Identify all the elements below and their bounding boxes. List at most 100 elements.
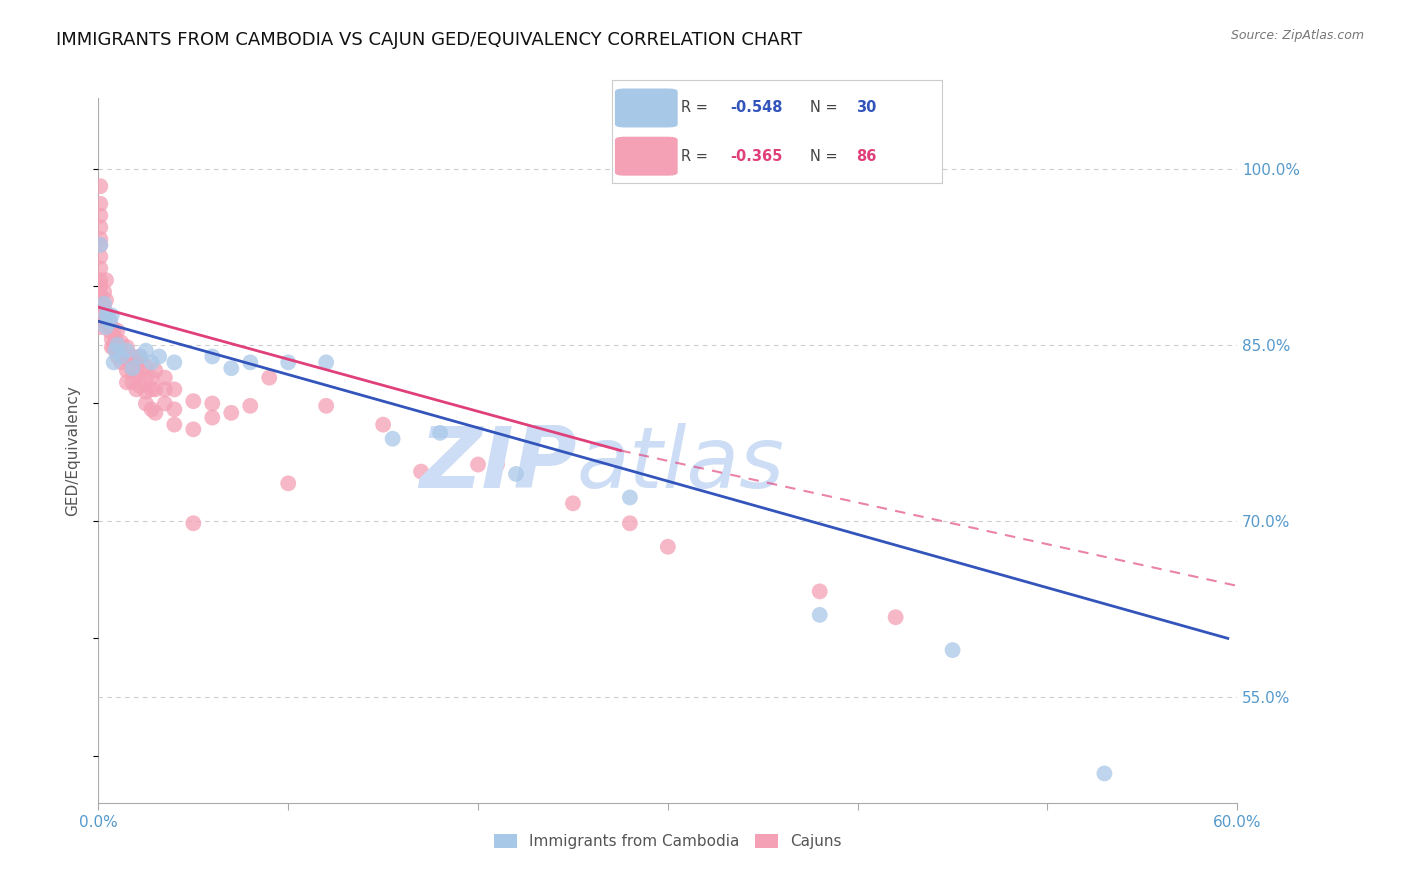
Point: [277, 355, 299, 369]
Point: [163, 417, 186, 432]
Point: [505, 467, 527, 481]
Point: [94, 320, 117, 334]
Point: [884, 610, 907, 624]
Point: [141, 402, 163, 417]
Text: 86: 86: [856, 149, 876, 164]
Legend: Immigrants from Cambodia, Cajuns: Immigrants from Cambodia, Cajuns: [488, 828, 848, 855]
Text: -0.365: -0.365: [731, 149, 783, 164]
Point: [89, 209, 111, 223]
Point: [89, 273, 111, 287]
Point: [411, 465, 433, 479]
Text: N =: N =: [810, 149, 842, 164]
Point: [94, 293, 117, 307]
Point: [486, 458, 509, 472]
Point: [97, 309, 120, 323]
Point: [381, 432, 404, 446]
Point: [129, 379, 152, 393]
Point: [89, 288, 111, 302]
Point: [94, 309, 117, 323]
Point: [201, 396, 224, 410]
Point: [89, 320, 111, 334]
Point: [121, 363, 143, 377]
Point: [148, 350, 170, 364]
Point: [115, 343, 138, 358]
Point: [110, 355, 132, 369]
Point: [121, 376, 143, 390]
Point: [115, 363, 138, 377]
Point: [153, 396, 176, 410]
Point: [103, 355, 125, 369]
Point: [201, 350, 224, 364]
Point: [942, 643, 965, 657]
Point: [98, 314, 121, 328]
Point: [1094, 766, 1116, 780]
Point: [145, 406, 167, 420]
Point: [100, 332, 122, 346]
Point: [98, 314, 121, 328]
Point: [100, 340, 122, 354]
Point: [125, 367, 148, 381]
Point: [89, 232, 111, 246]
Point: [141, 370, 163, 384]
Point: [277, 476, 299, 491]
Point: [91, 302, 114, 317]
Point: [93, 309, 115, 323]
Point: [129, 350, 152, 364]
Point: [153, 383, 176, 397]
Point: [135, 373, 157, 387]
Point: [104, 332, 127, 346]
Point: [135, 396, 157, 410]
Point: [135, 343, 157, 358]
Point: [808, 584, 831, 599]
Point: [239, 355, 262, 369]
Text: N =: N =: [810, 101, 842, 115]
Point: [89, 238, 111, 252]
Point: [121, 350, 143, 364]
Point: [107, 338, 129, 352]
Point: [183, 394, 205, 409]
Point: [129, 363, 152, 377]
Point: [89, 261, 111, 276]
Point: [201, 410, 224, 425]
Point: [89, 296, 111, 310]
Point: [153, 370, 176, 384]
Point: [808, 607, 831, 622]
Point: [89, 279, 111, 293]
Point: [125, 355, 148, 369]
Point: [89, 305, 111, 319]
Point: [107, 350, 129, 364]
Text: R =: R =: [681, 149, 713, 164]
Point: [110, 335, 132, 350]
Text: Source: ZipAtlas.com: Source: ZipAtlas.com: [1230, 29, 1364, 42]
Text: R =: R =: [681, 101, 713, 115]
Point: [259, 370, 281, 384]
Point: [183, 422, 205, 436]
Point: [315, 399, 337, 413]
Point: [121, 361, 143, 376]
Point: [93, 296, 115, 310]
Point: [93, 285, 115, 299]
Point: [129, 350, 152, 364]
Point: [107, 324, 129, 338]
Point: [94, 273, 117, 287]
Point: [89, 313, 111, 327]
Point: [619, 491, 641, 505]
Point: [135, 384, 157, 399]
Point: [100, 320, 122, 334]
Point: [619, 516, 641, 531]
Point: [110, 350, 132, 364]
Point: [141, 355, 163, 369]
Text: ZIP: ZIP: [419, 423, 576, 506]
Point: [141, 383, 163, 397]
Point: [107, 338, 129, 352]
Point: [467, 458, 489, 472]
Point: [115, 351, 138, 366]
Text: atlas: atlas: [576, 423, 785, 506]
Point: [183, 516, 205, 531]
Point: [163, 402, 186, 417]
Point: [145, 383, 167, 397]
Point: [89, 250, 111, 264]
Point: [371, 417, 394, 432]
Point: [163, 383, 186, 397]
Point: [93, 300, 115, 314]
